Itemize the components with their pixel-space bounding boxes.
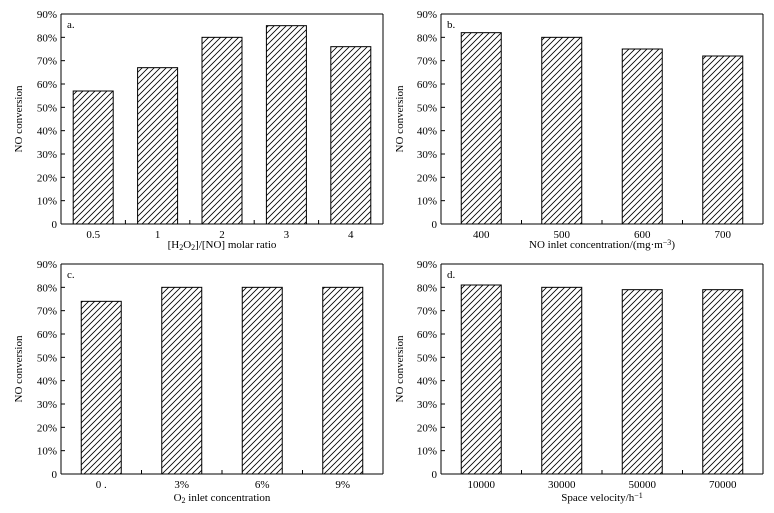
y-tick-label: 10% (37, 196, 57, 208)
bar-500 (541, 36, 583, 225)
y-tick-label: 20% (37, 422, 57, 434)
chart-panel-2: 0 10% 20% 30% 40% 50% 60% 70% 80% 90% 400 500 600 700… (394, 9, 764, 251)
chart-panel-1: 0 10% 20% 30% 40% 50% 60% 70% 80% 90% 0.5 1 2 3 4 a. NO … (13, 9, 384, 252)
x-axis-title: [H2O2]/[NO] molar ratio (168, 239, 277, 252)
y-tick-label: 90% (417, 259, 437, 271)
y-axis-title: NO conversion (13, 85, 25, 152)
y-tick-label: 60% (37, 79, 57, 91)
y-tick-label: 90% (37, 259, 57, 271)
y-tick-label: 20% (417, 422, 437, 434)
x-tick-label: 10000 (468, 479, 496, 491)
y-tick-label: 60% (417, 329, 437, 341)
x-axis-title: NO inlet concentration/(mg·m−3) (529, 238, 675, 251)
x-tick-label: 50000 (629, 479, 657, 491)
x-tick-label: 9% (335, 479, 350, 491)
x-axis-title: O2 inlet concentration (174, 492, 271, 505)
y-tick-label: 10% (37, 446, 57, 458)
y-tick-label: 30% (417, 399, 437, 411)
y-tick-label: 0 (52, 469, 58, 481)
y-tick-label: 70% (417, 306, 437, 318)
bar-30000 (541, 286, 583, 475)
y-axis-title: NO conversion (394, 335, 406, 402)
x-tick-label: 700 (715, 229, 732, 241)
bar-3 (161, 286, 203, 475)
bar-700 (702, 55, 744, 225)
y-tick-label: 70% (37, 56, 57, 68)
panel-label: d. (447, 269, 456, 281)
bar-3 (265, 25, 307, 225)
y-tick-label: 40% (417, 126, 437, 138)
y-tick-label: 0 (432, 469, 438, 481)
y-tick-label: 90% (37, 9, 57, 21)
x-tick-label: 0 . (96, 479, 107, 491)
x-tick-label: 6% (255, 479, 270, 491)
bar-6 (241, 286, 283, 475)
x-tick-label: 2 (219, 229, 225, 241)
bar-70000 (702, 289, 744, 475)
y-tick-label: 80% (37, 282, 57, 294)
y-tick-label: 40% (37, 376, 57, 388)
x-tick-label: 30000 (548, 479, 576, 491)
bar-1 (137, 67, 179, 225)
x-tick-label: 0.5 (86, 229, 100, 241)
y-tick-label: 90% (417, 9, 437, 21)
y-tick-label: 50% (37, 102, 57, 114)
y-tick-label: 30% (37, 399, 57, 411)
bar-50000 (621, 289, 663, 475)
y-tick-label: 10% (417, 446, 437, 458)
y-tick-label: 60% (417, 79, 437, 91)
y-tick-label: 0 (52, 219, 58, 231)
bar-2 (201, 36, 243, 225)
y-tick-label: 30% (37, 149, 57, 161)
panel-label: b. (447, 19, 456, 31)
y-tick-label: 20% (417, 172, 437, 184)
bar-400 (460, 32, 502, 225)
y-tick-label: 70% (37, 306, 57, 318)
y-tick-label: 80% (417, 32, 437, 44)
x-tick-label: 3 (284, 229, 290, 241)
y-tick-label: 40% (417, 376, 437, 388)
x-tick-label: 70000 (709, 479, 737, 491)
bar-9 (322, 286, 364, 475)
x-tick-label: 400 (473, 229, 490, 241)
x-axis-title: Space velocity/h−1 (561, 491, 643, 504)
x-tick-label: 600 (634, 229, 651, 241)
y-tick-label: 70% (417, 56, 437, 68)
y-tick-label: 50% (37, 352, 57, 364)
bar-05 (72, 90, 114, 225)
x-tick-label: 3% (174, 479, 189, 491)
y-tick-label: 40% (37, 126, 57, 138)
y-tick-label: 80% (417, 282, 437, 294)
bar-0 (80, 300, 122, 475)
y-tick-label: 20% (37, 172, 57, 184)
y-tick-label: 30% (417, 149, 437, 161)
x-tick-label: 1 (155, 229, 161, 241)
bar-10000 (460, 284, 502, 475)
y-tick-label: 0 (432, 219, 438, 231)
y-tick-label: 50% (417, 102, 437, 114)
y-tick-label: 50% (417, 352, 437, 364)
x-tick-label: 500 (554, 229, 571, 241)
bar-4 (330, 46, 372, 225)
chart-panel-4: 0 10% 20% 30% 40% 50% 60% 70% 80% 90% 10000 30000 50… (394, 259, 764, 504)
y-tick-label: 60% (37, 329, 57, 341)
y-axis-title: NO conversion (394, 85, 406, 152)
y-tick-label: 10% (417, 196, 437, 208)
y-tick-label: 80% (37, 32, 57, 44)
panel-label: c. (67, 269, 75, 281)
chart-panel-3: 0 10% 20% 30% 40% 50% 60% 70% 80% 90% 0 . 3% 6% 9% c. N… (13, 259, 384, 505)
panel-label: a. (67, 19, 75, 31)
y-axis-title: NO conversion (13, 335, 25, 402)
x-tick-label: 4 (348, 229, 354, 241)
bar-600 (621, 48, 663, 225)
